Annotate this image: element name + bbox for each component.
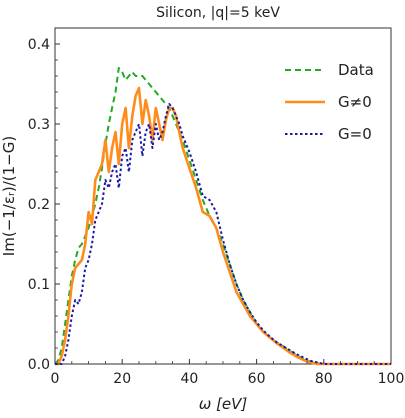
y-tick-label: 0.4: [28, 37, 50, 53]
y-tick-label: 0.3: [28, 117, 50, 133]
y-tick-label: 0.2: [28, 197, 50, 213]
y-tick-label: 0.1: [28, 277, 50, 293]
y-tick-label: 0.0: [28, 357, 50, 373]
x-axis-ticks: 0 20 40 60 80 100: [51, 359, 405, 387]
series-layer: [54, 67, 391, 366]
x-tick-label: 80: [315, 371, 333, 387]
series-line-1: [55, 86, 391, 366]
x-tick-label: 0: [51, 371, 60, 387]
x-tick-label: 40: [180, 371, 198, 387]
x-tick-label: 100: [378, 371, 405, 387]
legend: Data G≠0 G=0: [285, 61, 374, 143]
series-line-2: [55, 103, 391, 365]
legend-label-1: G≠0: [338, 93, 372, 111]
series-line-0: [54, 67, 391, 365]
y-axis-label: Im(−1/εᵣ)/(1−G): [0, 136, 18, 256]
x-tick-label: 20: [113, 371, 131, 387]
legend-label-0: Data: [338, 61, 374, 79]
chart-title: Silicon, |q|=5 keV: [156, 5, 280, 21]
legend-label-2: G=0: [338, 125, 372, 143]
x-axis-label: ω [eV]: [199, 395, 248, 413]
y-axis-ticks: 0.0 0.1 0.2 0.3 0.4: [28, 37, 60, 373]
x-tick-label: 60: [248, 371, 266, 387]
